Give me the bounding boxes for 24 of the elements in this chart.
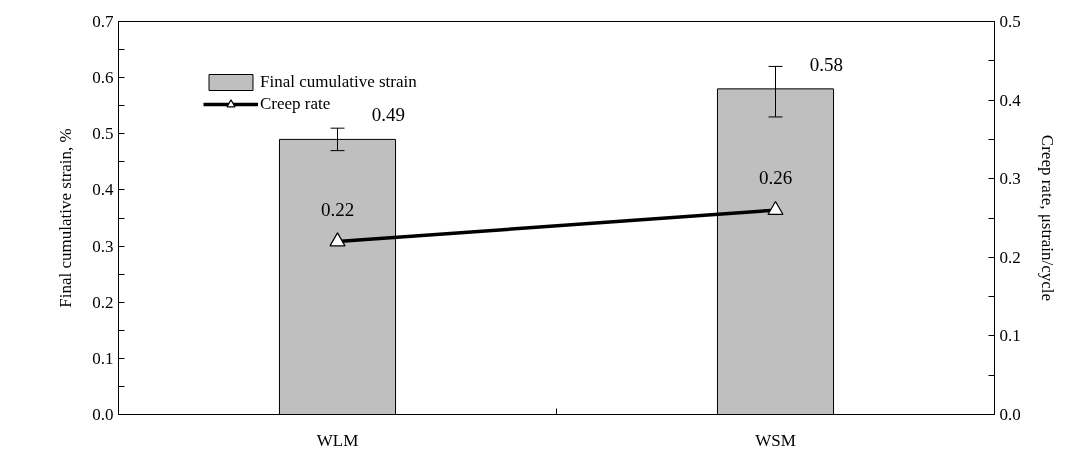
data-label: 0.58	[809, 53, 844, 75]
y-tick-label: 0.1	[92, 348, 114, 368]
y2-tick-label: 0.2	[999, 247, 1021, 267]
text: 0.0	[999, 405, 1021, 424]
y2-axis-title: Creep rate, μstrain/cycle	[1037, 134, 1057, 302]
y-tick-label: 0.5	[92, 124, 114, 144]
y-tick-label: 0.6	[92, 68, 114, 88]
y-tick-label: 0.3	[92, 236, 114, 256]
data-label: 0.26	[758, 167, 793, 189]
x-tick-label: WLM	[316, 430, 359, 450]
y-axis-title: Final cumulative strain, %	[56, 128, 76, 308]
legend-label: Creep rate	[260, 94, 331, 114]
data-label: 0.22	[320, 198, 355, 220]
y2-tick-label: 0.1	[999, 326, 1021, 346]
y2-tick-label: 0.3	[999, 169, 1021, 189]
y-tick-label: 0.2	[92, 292, 114, 312]
y2-tick-label: 0.5	[999, 12, 1021, 31]
data-label: 0.49	[371, 104, 406, 126]
legend-label: Final cumulative strain	[260, 72, 417, 92]
y2-tick-label: 0.4	[999, 90, 1022, 110]
x-tick-label: WSM	[755, 430, 796, 450]
text: 0.0	[92, 405, 114, 424]
y-tick-label: 0.7	[92, 12, 114, 31]
y-tick-label: 0.4	[92, 180, 114, 200]
